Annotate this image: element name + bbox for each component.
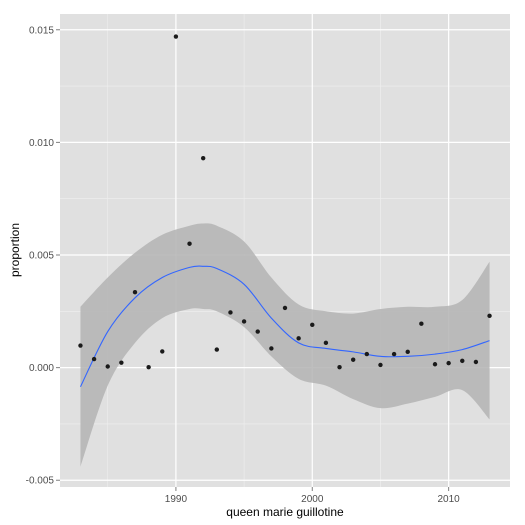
x-tick-label: 1990 xyxy=(165,494,188,505)
data-point xyxy=(132,289,138,295)
x-axis-title: queen marie guillotine xyxy=(226,505,344,519)
data-point xyxy=(337,364,342,370)
data-point xyxy=(214,347,220,352)
data-point xyxy=(173,34,179,39)
data-point xyxy=(269,346,274,351)
y-axis-ticks: -0.005 0.000 0.005 0.010 0.015 xyxy=(26,25,60,487)
major-gridlines xyxy=(60,14,510,487)
data-point xyxy=(460,358,465,364)
plot-panel xyxy=(60,14,510,487)
x-axis-ticks: 1990 2000 2010 xyxy=(165,487,460,505)
data-point xyxy=(78,343,83,348)
smooth-line xyxy=(79,265,490,388)
data-point xyxy=(241,319,247,324)
data-point xyxy=(282,305,288,311)
data-point xyxy=(296,336,301,341)
data-point xyxy=(255,329,260,334)
y-axis-title: proportion xyxy=(8,223,22,277)
data-point xyxy=(364,351,370,357)
data-points xyxy=(78,34,492,370)
data-point xyxy=(487,313,492,319)
y-tick-label: 0.010 xyxy=(29,138,54,149)
data-point xyxy=(446,360,451,366)
data-point xyxy=(91,356,97,362)
x-tick-label: 2000 xyxy=(301,494,324,505)
data-point xyxy=(391,351,397,357)
data-point xyxy=(473,359,479,365)
data-point xyxy=(378,362,383,368)
data-point xyxy=(187,241,192,246)
data-point xyxy=(419,321,424,326)
data-point xyxy=(105,364,110,369)
data-point xyxy=(405,349,410,355)
data-point xyxy=(323,340,329,346)
data-point xyxy=(119,360,124,365)
data-point xyxy=(432,362,438,367)
data-point xyxy=(350,357,356,362)
y-tick-label: -0.005 xyxy=(26,476,55,487)
data-point xyxy=(310,322,315,328)
y-tick-label: 0.000 xyxy=(29,363,54,374)
data-point xyxy=(160,349,165,354)
confidence-band xyxy=(80,223,490,467)
x-tick-label: 2010 xyxy=(438,494,461,505)
y-tick-label: 0.005 xyxy=(29,251,54,262)
y-tick-label: 0.015 xyxy=(29,25,54,36)
data-point xyxy=(200,155,206,161)
data-point xyxy=(228,310,233,315)
data-point xyxy=(146,364,151,370)
